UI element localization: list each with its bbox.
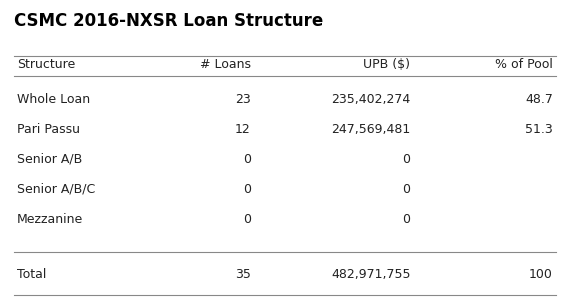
- Text: Whole Loan: Whole Loan: [17, 93, 90, 106]
- Text: Mezzanine: Mezzanine: [17, 213, 83, 226]
- Text: 0: 0: [402, 183, 410, 196]
- Text: 48.7: 48.7: [525, 93, 553, 106]
- Text: Total: Total: [17, 268, 47, 281]
- Text: 247,569,481: 247,569,481: [331, 123, 410, 136]
- Text: # Loans: # Loans: [200, 58, 251, 71]
- Text: Senior A/B: Senior A/B: [17, 153, 82, 166]
- Text: % of Pool: % of Pool: [495, 58, 553, 71]
- Text: 235,402,274: 235,402,274: [331, 93, 410, 106]
- Text: 51.3: 51.3: [525, 123, 553, 136]
- Text: 35: 35: [235, 268, 251, 281]
- Text: 0: 0: [243, 183, 251, 196]
- Text: 0: 0: [402, 213, 410, 226]
- Text: 0: 0: [243, 213, 251, 226]
- Text: Pari Passu: Pari Passu: [17, 123, 80, 136]
- Text: 0: 0: [402, 153, 410, 166]
- Text: Structure: Structure: [17, 58, 75, 71]
- Text: 23: 23: [235, 93, 251, 106]
- Text: CSMC 2016-NXSR Loan Structure: CSMC 2016-NXSR Loan Structure: [14, 12, 323, 30]
- Text: 0: 0: [243, 153, 251, 166]
- Text: 100: 100: [529, 268, 553, 281]
- Text: UPB ($): UPB ($): [364, 58, 410, 71]
- Text: Senior A/B/C: Senior A/B/C: [17, 183, 95, 196]
- Text: 482,971,755: 482,971,755: [331, 268, 410, 281]
- Text: 12: 12: [235, 123, 251, 136]
